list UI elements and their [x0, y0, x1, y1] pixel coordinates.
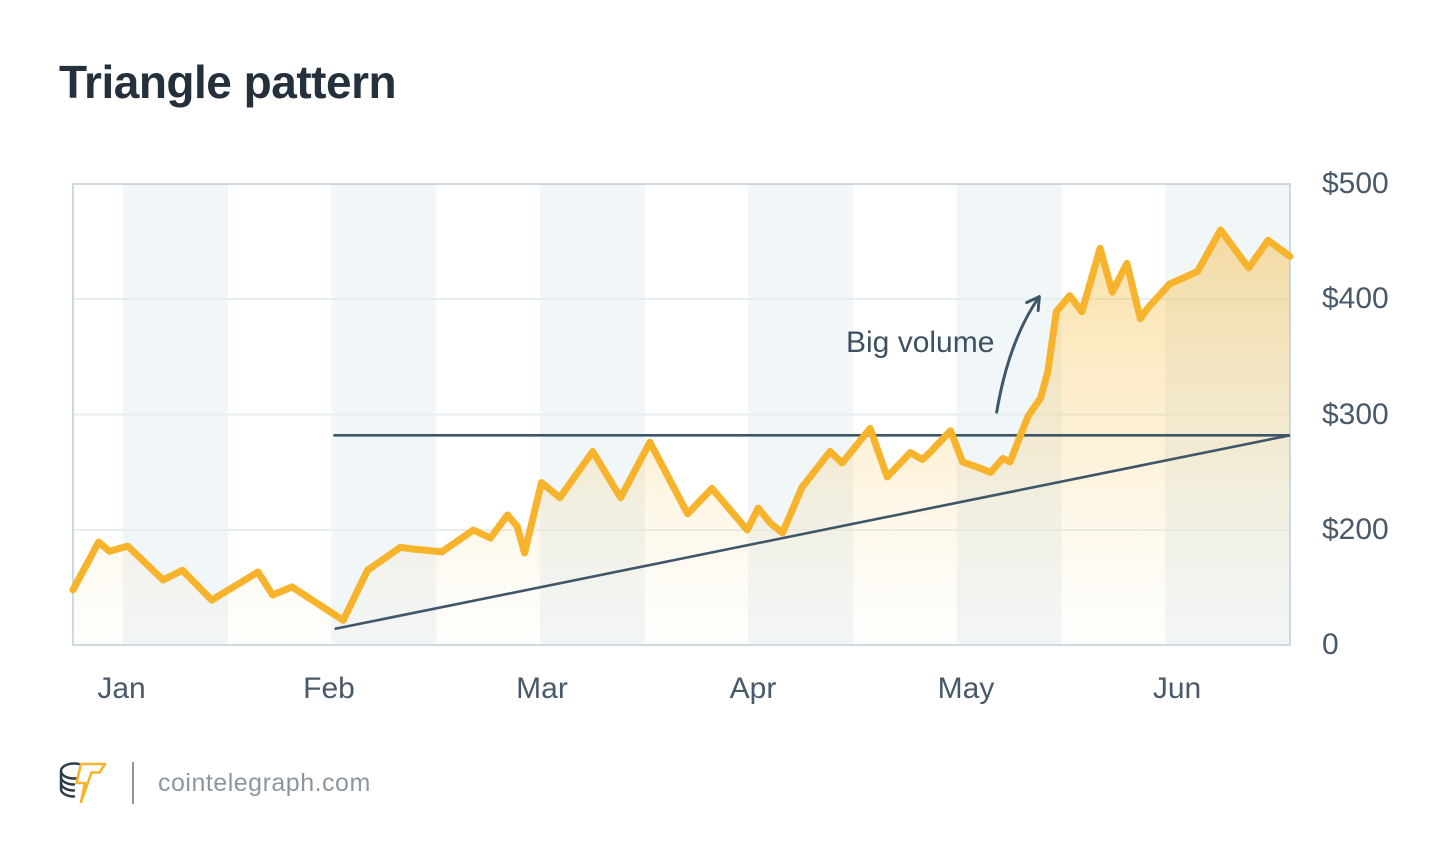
- y-tick-200: $200: [1322, 513, 1389, 546]
- support-trendline: [334, 434, 1291, 631]
- big-volume-annotation: Big volume: [846, 326, 995, 359]
- x-tick-may: May: [937, 672, 995, 705]
- x-tick-mar: Mar: [516, 672, 568, 705]
- y-tick-300: $300: [1322, 397, 1389, 431]
- x-tick-jan: Jan: [97, 672, 146, 705]
- y-tick-0: 0: [1322, 628, 1339, 661]
- price-area-fill: [73, 230, 1290, 645]
- footer: cointelegraph.com: [58, 758, 371, 808]
- lightning-bolt: [75, 762, 107, 804]
- big-volume-arrow: [995, 295, 1041, 414]
- triangle-trendlines: [333, 433, 1291, 631]
- y-tick-500: $500: [1322, 167, 1389, 200]
- x-tick-apr: Apr: [729, 672, 777, 705]
- page-title: Triangle pattern: [59, 56, 397, 108]
- y-tick-400: $400: [1322, 282, 1389, 315]
- x-tick-jun: Jun: [1152, 672, 1202, 705]
- price-line: [69, 226, 1294, 624]
- cointelegraph-logo-icon: [59, 762, 107, 804]
- x-tick-feb: Feb: [303, 672, 355, 705]
- footer-divider: [132, 762, 134, 804]
- footer-site-label: cointelegraph.com: [158, 768, 371, 797]
